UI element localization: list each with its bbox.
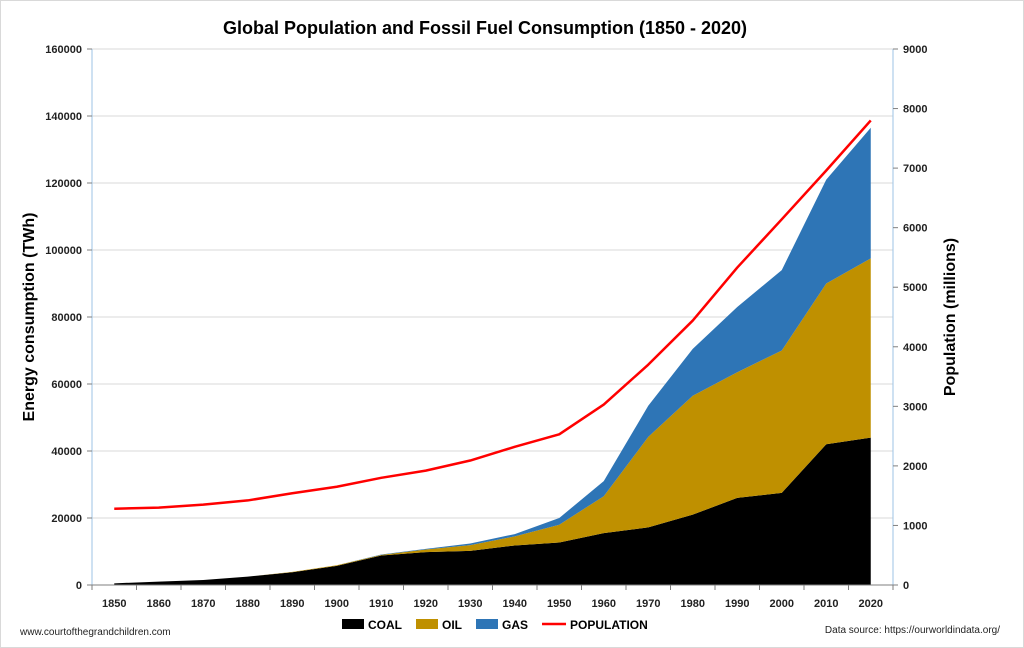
x-tick-1930: 1930 xyxy=(458,598,482,610)
left-tick-20000: 20000 xyxy=(51,513,82,525)
x-tick-1980: 1980 xyxy=(681,598,705,610)
line-population xyxy=(114,119,872,511)
right-tick-7000: 7000 xyxy=(903,163,927,175)
x-tick-1910: 1910 xyxy=(369,598,393,610)
right-axis-label: Population (millions) xyxy=(942,238,959,396)
left-tick-120000: 120000 xyxy=(45,178,82,190)
legend: COAL OIL GAS POPULATION xyxy=(342,618,648,632)
right-tick-4000: 4000 xyxy=(903,342,927,354)
left-tick-140000: 140000 xyxy=(45,111,82,123)
right-tick-6000: 6000 xyxy=(903,223,927,235)
x-tick-1880: 1880 xyxy=(236,598,260,610)
x-tick-1900: 1900 xyxy=(325,598,349,610)
x-tick-2010: 2010 xyxy=(814,598,838,610)
legend-swatch-oil xyxy=(416,619,438,629)
right-tick-5000: 5000 xyxy=(903,282,927,294)
stacked-areas xyxy=(114,127,871,585)
left-axis-label: Energy consumption (TWh) xyxy=(21,213,38,422)
x-tick-1920: 1920 xyxy=(414,598,438,610)
x-tick-1990: 1990 xyxy=(725,598,749,610)
area-gas xyxy=(114,127,871,584)
chart-title: Global Population and Fossil Fuel Consum… xyxy=(223,18,747,38)
x-axis-ticks: 1850 1860 1870 1880 1890 1900 1910 1920 1930 1940… xyxy=(91,585,894,610)
left-tick-0: 0 xyxy=(76,580,82,592)
x-tick-1960: 1960 xyxy=(592,598,616,610)
legend-label-population: POPULATION xyxy=(570,618,648,632)
population-line-group xyxy=(114,119,872,511)
left-axis-ticks: 0 20000 40000 60000 80000 100000 120000 140000 1… xyxy=(45,44,92,592)
x-tick-1850: 1850 xyxy=(102,598,126,610)
right-tick-3000: 3000 xyxy=(903,401,927,413)
x-tick-1950: 1950 xyxy=(547,598,571,610)
area-oil xyxy=(114,258,871,584)
x-tick-1890: 1890 xyxy=(280,598,304,610)
x-tick-1860: 1860 xyxy=(147,598,171,610)
right-axis-ticks: 0 1000 2000 3000 4000 5000 6000 7000 8000 9000 xyxy=(893,44,927,592)
legend-swatch-gas xyxy=(476,619,498,629)
legend-label-coal: COAL xyxy=(368,618,402,632)
left-tick-40000: 40000 xyxy=(51,446,82,458)
left-tick-160000: 160000 xyxy=(45,44,82,56)
legend-label-gas: GAS xyxy=(502,618,528,632)
footer-source: Data source: https://ourworldindata.org/ xyxy=(825,625,1000,636)
x-tick-1970: 1970 xyxy=(636,598,660,610)
left-tick-80000: 80000 xyxy=(51,312,82,324)
right-tick-1000: 1000 xyxy=(903,520,927,532)
x-tick-1870: 1870 xyxy=(191,598,215,610)
x-tick-2020: 2020 xyxy=(859,598,883,610)
left-tick-100000: 100000 xyxy=(45,245,82,257)
right-tick-9000: 9000 xyxy=(903,44,927,56)
right-tick-0: 0 xyxy=(903,580,909,592)
area-coal xyxy=(114,437,871,585)
x-tick-2000: 2000 xyxy=(770,598,794,610)
right-tick-8000: 8000 xyxy=(903,104,927,116)
left-tick-60000: 60000 xyxy=(51,379,82,391)
footer-website: www.courtofthegrandchildren.com xyxy=(19,627,171,638)
right-tick-2000: 2000 xyxy=(903,461,927,473)
x-tick-1940: 1940 xyxy=(503,598,527,610)
legend-swatch-coal xyxy=(342,619,364,629)
legend-label-oil: OIL xyxy=(442,618,462,632)
